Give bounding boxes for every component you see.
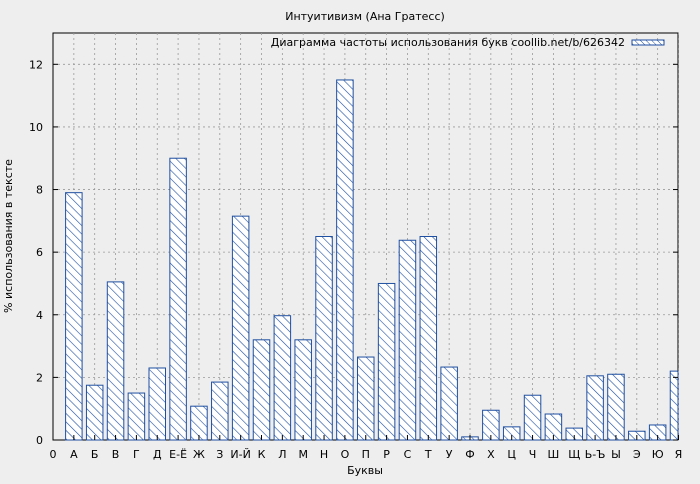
y-tick-label: 10	[29, 121, 43, 134]
x-tick-label: Щ	[568, 448, 580, 461]
x-tick-label: Ю	[652, 448, 664, 461]
x-tick-label: Н	[320, 448, 328, 461]
x-axis-zero-label: 0	[50, 448, 57, 461]
x-tick-label: Р	[383, 448, 390, 461]
bar-Ж	[190, 405, 208, 441]
x-tick-label: Е-Ё	[169, 448, 187, 461]
x-tick-label: З	[216, 448, 223, 461]
y-axis-ticks: 0 2 4 6 8 10 12	[29, 58, 678, 447]
bar-И-Й	[231, 215, 250, 441]
x-tick-label: Э	[633, 448, 641, 461]
x-tick-label: Д	[153, 448, 162, 461]
bar-С	[398, 239, 417, 441]
x-tick-label: У	[446, 448, 453, 461]
x-tick-label: В	[112, 448, 120, 461]
x-axis-title: Буквы	[347, 464, 383, 477]
bars	[65, 79, 679, 441]
bar-У	[440, 366, 458, 441]
y-axis-title: % использования в тексте	[2, 159, 15, 313]
x-tick-label: П	[362, 448, 370, 461]
bar-М	[294, 339, 312, 441]
x-tick-label: Ч	[529, 448, 537, 461]
x-tick-label: Л	[278, 448, 286, 461]
bar-Ч	[523, 394, 542, 441]
bar-Ь-Ъ	[586, 375, 604, 441]
x-tick-label: Ы	[611, 448, 621, 461]
x-tick-label: С	[404, 448, 412, 461]
x-tick-label: К	[258, 448, 266, 461]
x-tick-label: Ш	[548, 448, 560, 461]
y-tick-label: 4	[36, 309, 43, 322]
x-tick-label: И-Й	[230, 448, 250, 461]
x-tick-label: А	[70, 448, 78, 461]
x-tick-label: О	[341, 448, 350, 461]
y-tick-label: 2	[36, 371, 43, 384]
bar-П	[357, 356, 375, 441]
bar-Р	[377, 282, 396, 441]
x-tick-label: Ф	[465, 448, 474, 461]
x-tick-label: Ж	[193, 448, 205, 461]
x-axis-ticks: А Б В Г Д Е-Ё Ж З И-Й К Л М Н О П Р С Т У Ф Х Ц Ч Ш Щ Ь-Ъ Ы Э Ю Я	[70, 435, 682, 461]
bar-В	[106, 281, 125, 441]
bar-А	[65, 192, 83, 441]
bar-К	[252, 339, 271, 441]
bar-Ы	[607, 373, 625, 441]
x-tick-label: М	[298, 448, 308, 461]
x-tick-label: Я	[675, 448, 683, 461]
bar-Т	[419, 236, 438, 441]
bar-Д	[148, 367, 166, 441]
y-tick-label: 6	[36, 246, 43, 259]
bar-Н	[315, 236, 333, 441]
x-tick-label: Т	[424, 448, 432, 461]
x-tick-label: Ц	[507, 448, 516, 461]
bar-О	[336, 79, 354, 441]
legend-label: Диаграмма частоты использования букв coo…	[271, 36, 625, 49]
grid-lines	[53, 33, 679, 440]
legend-swatch	[631, 39, 665, 46]
y-tick-label: 8	[36, 184, 43, 197]
bar-Е-Ё	[169, 157, 187, 441]
y-tick-label: 0	[36, 434, 43, 447]
x-tick-label: Б	[91, 448, 99, 461]
bar-З	[211, 381, 229, 441]
bar-Л	[273, 315, 292, 441]
x-tick-label: Ь-Ъ	[585, 448, 606, 461]
x-tick-label: Г	[133, 448, 140, 461]
chart-title: Интуитивизм (Ана Гратесс)	[285, 10, 445, 23]
bar-Г	[127, 392, 146, 441]
x-tick-label: Х	[487, 448, 495, 461]
bar-Я	[669, 370, 679, 441]
bar-Б	[85, 384, 104, 441]
y-tick-label: 12	[29, 58, 43, 71]
legend: Диаграмма частоты использования букв coo…	[271, 36, 665, 49]
